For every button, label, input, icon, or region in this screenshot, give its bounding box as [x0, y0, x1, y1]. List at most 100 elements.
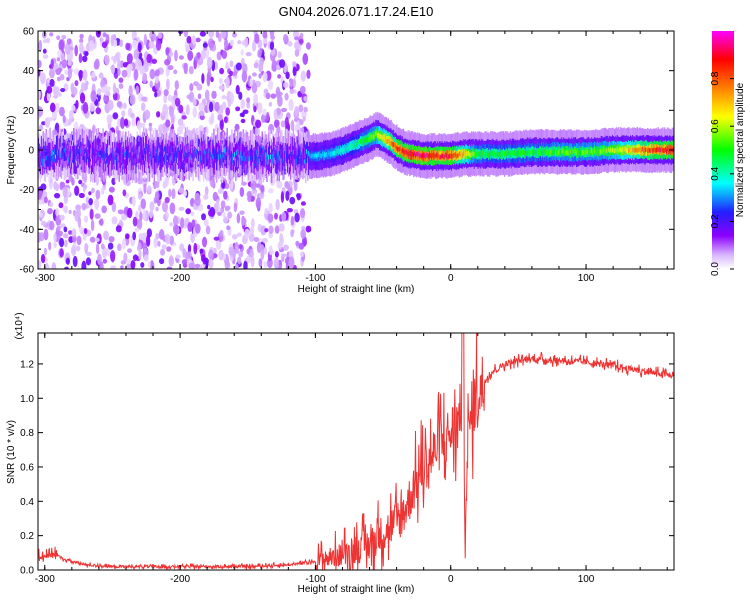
- heatmap-ridge-cell: [286, 153, 288, 164]
- heatmap-ridge-cell: [540, 149, 543, 155]
- heatmap-noise-cell: [95, 174, 100, 186]
- heatmap-noise-cell: [48, 241, 52, 251]
- heatmap-noise-cell: [302, 116, 306, 122]
- heatmap-noise-cell: [199, 248, 204, 254]
- heatmap-noise-cell: [131, 117, 136, 127]
- heatmap-ridge-cell: [630, 147, 632, 153]
- heatmap-ridge-cell: [370, 134, 372, 140]
- heatmap-noise-cell: [81, 260, 87, 269]
- heatmap-ridge-cell: [648, 147, 651, 153]
- heatmap-ridge-cell: [558, 150, 560, 156]
- heatmap-noise-cell: [107, 194, 114, 206]
- heatmap-noise-cell: [218, 249, 224, 261]
- heatmap-ridge-cell: [382, 136, 385, 142]
- heatmap-ridge-cell: [351, 143, 353, 149]
- heatmap-noise-cell: [58, 39, 65, 52]
- heatmap-ridge-cell: [68, 144, 70, 155]
- heatmap-noise-cell: [74, 185, 80, 197]
- heatmap-noise-cell: [97, 88, 102, 96]
- heatmap-noise-cell: [163, 89, 169, 97]
- heatmap-noise-cell: [38, 260, 42, 269]
- heatmap-noise-cell: [221, 50, 228, 60]
- heatmap-noise-cell: [288, 256, 295, 268]
- heatmap-ridge-cell: [607, 148, 609, 154]
- heatmap-ridge-cell: [537, 150, 539, 155]
- heatmap-ridge-cell: [342, 148, 344, 154]
- heatmap-noise-cell: [166, 78, 170, 91]
- heatmap-ridge-cell: [253, 149, 255, 160]
- heatmap-ridge-cell: [83, 146, 85, 152]
- heatmap-ridge-cell: [263, 148, 265, 167]
- heatmap-ridge-cell: [374, 133, 376, 139]
- heatmap-ridge-cell: [217, 151, 220, 170]
- heatmap-ridge-cell: [551, 148, 553, 154]
- heatmap-noise-cell: [151, 58, 157, 64]
- heatmap-ridge-cell: [165, 148, 168, 159]
- heatmap-ridge-cell: [355, 142, 357, 148]
- heatmap-ridge-cell: [49, 148, 51, 158]
- heatmap-noise-cell: [102, 32, 107, 38]
- heatmap-ridge-cell: [500, 152, 502, 157]
- heatmap-ridge-cell: [267, 143, 269, 162]
- heatmap-noise-cell: [174, 224, 179, 236]
- heatmap-noise-cell: [65, 179, 70, 184]
- heatmap-ridge-cell: [188, 151, 191, 157]
- heatmap-ridge-cell: [158, 155, 160, 161]
- heatmap-noise-cell: [67, 59, 72, 66]
- heatmap-noise-cell: [284, 182, 290, 189]
- heatmap-noise-cell: [56, 57, 61, 62]
- heatmap-noise-cell: [193, 58, 197, 70]
- heatmap-ridge-cell: [98, 154, 101, 160]
- heatmap-ridge-cell: [445, 152, 447, 158]
- heatmap-noise-cell: [239, 186, 245, 197]
- heatmap-ridge-cell: [38, 152, 40, 158]
- heatmap-noise-cell: [202, 257, 207, 265]
- heatmap-ridge-cell: [172, 148, 174, 159]
- heatmap-ridge-cell: [610, 147, 612, 153]
- heatmap-ridge-cell: [334, 151, 336, 156]
- heatmap-ridge-cell: [637, 147, 639, 153]
- heatmap-noise-cell: [121, 110, 126, 118]
- heatmap-ridge-cell: [45, 155, 47, 161]
- heatmap-noise-cell: [115, 225, 122, 233]
- heatmap-noise-cell: [187, 244, 192, 254]
- heatmap-ridge-cell: [152, 144, 155, 155]
- heatmap-noise-cell: [63, 205, 68, 214]
- heatmap-ridge-cell: [378, 132, 380, 138]
- heatmap-noise-cell: [74, 80, 79, 87]
- heatmap-ridge-cell: [288, 154, 290, 160]
- heatmap-ridge-cell: [98, 147, 101, 158]
- heatmap-ridge-cell: [99, 150, 101, 156]
- heatmap-ridge-cell: [72, 146, 74, 151]
- heatmap-ridge-cell: [135, 152, 137, 158]
- heatmap-ridge-cell: [204, 150, 207, 156]
- heatmap-ridge-cell: [393, 142, 395, 147]
- heatmap-noise-cell: [180, 217, 185, 229]
- heatmap-noise-cell: [62, 115, 66, 124]
- heatmap-noise-cell: [213, 236, 220, 241]
- heatmap-noise-cell: [107, 100, 114, 111]
- heatmap-noise-cell: [266, 111, 270, 122]
- heatmap-ridge-cell: [505, 150, 508, 156]
- heatmap-ridge-cell: [218, 145, 221, 155]
- heatmap-noise-cell: [301, 111, 307, 119]
- heatmap-ridge-cell: [594, 148, 596, 154]
- heatmap-ridge-cell: [521, 149, 523, 155]
- heatmap-ridge-cell: [134, 146, 137, 157]
- heatmap-ridge-cell: [600, 148, 603, 154]
- heatmap-ridge-cell: [177, 153, 179, 158]
- heatmap-ridge-cell: [145, 150, 147, 155]
- heatmap-noise-cell: [42, 38, 47, 44]
- heatmap-noise-cell: [249, 227, 255, 235]
- heatmap-ridge-cell: [604, 149, 606, 154]
- heatmap-ridge-cell: [368, 137, 370, 143]
- heatmap-ridge-cell: [210, 151, 212, 157]
- heatmap-ridge-cell: [105, 153, 107, 159]
- heatmap-ridge-cell: [546, 149, 549, 155]
- heatmap-noise-cell: [65, 257, 70, 265]
- heatmap-ridge-cell: [433, 153, 436, 159]
- heatmap-noise-cell: [306, 69, 311, 79]
- heatmap-ridge-cell: [144, 153, 146, 159]
- heatmap-ridge-cell: [578, 150, 581, 155]
